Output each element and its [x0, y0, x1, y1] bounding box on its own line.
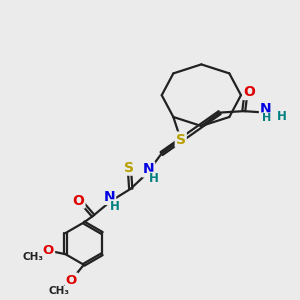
- Text: N: N: [103, 190, 115, 204]
- Text: O: O: [243, 85, 255, 99]
- Text: S: S: [124, 160, 134, 175]
- Text: S: S: [176, 133, 186, 146]
- Text: N: N: [142, 162, 154, 176]
- Text: N: N: [260, 102, 272, 116]
- Text: H: H: [148, 172, 158, 185]
- Text: H: H: [110, 200, 120, 213]
- Text: O: O: [66, 274, 77, 286]
- Text: O: O: [43, 244, 54, 257]
- Text: O: O: [73, 194, 85, 208]
- Text: CH₃: CH₃: [23, 252, 44, 262]
- Text: H: H: [262, 113, 271, 123]
- Text: CH₃: CH₃: [49, 286, 70, 296]
- Text: H: H: [277, 110, 287, 123]
